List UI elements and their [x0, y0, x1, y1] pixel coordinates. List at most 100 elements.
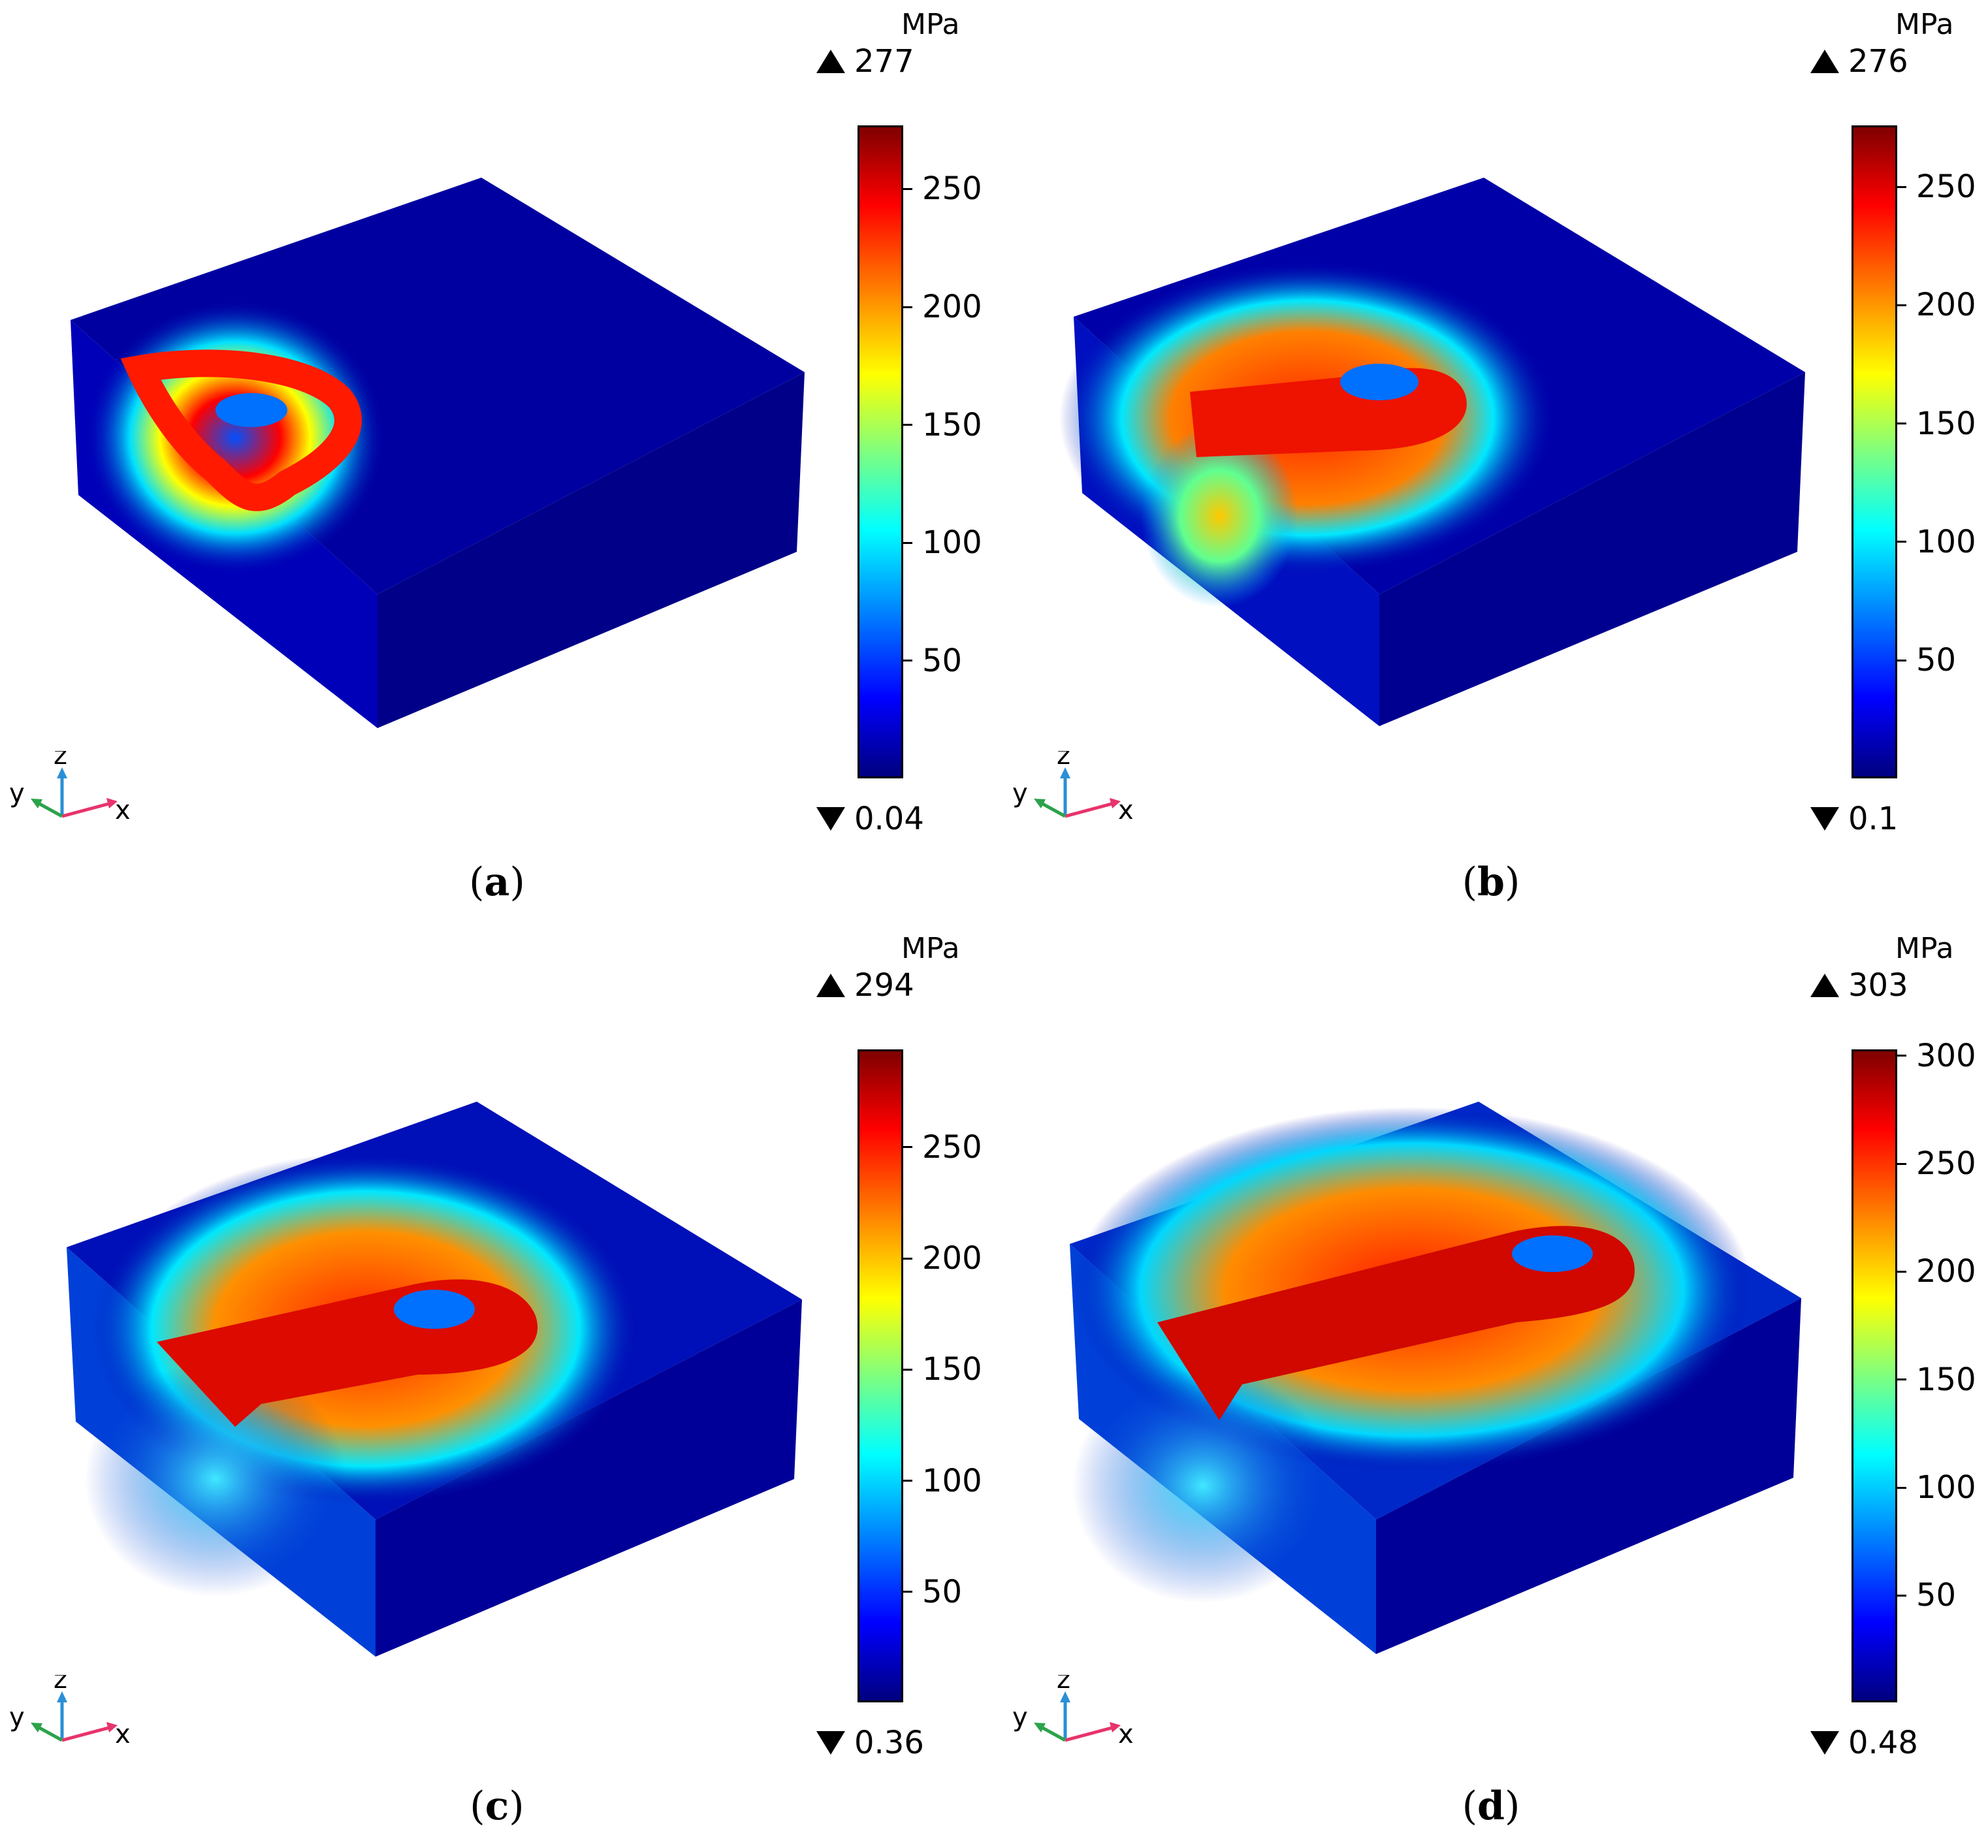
max-triangle-icon: [816, 974, 845, 997]
axis-label-y: y: [9, 1702, 25, 1732]
panel-caption: (b): [1462, 859, 1520, 905]
axis-label-z: z: [54, 1675, 67, 1695]
min-indicator: 0.48: [1810, 1725, 1918, 1761]
tick-label: 250: [1916, 168, 1976, 206]
tick-label: 150: [1916, 1361, 1976, 1398]
panel-b: MPa 276 250 200 150 100 50 0.1 z x y: [994, 0, 1988, 924]
tick-mark: [903, 306, 912, 308]
axis-triad-icon: z x y: [1012, 1675, 1134, 1749]
caption-letter: d: [1477, 1783, 1505, 1829]
stress-ring: [120, 349, 362, 511]
stress-core: [1340, 364, 1419, 400]
min-value: 0.04: [854, 801, 924, 837]
tick-label: 300: [1916, 1037, 1976, 1074]
tick-label: 200: [922, 289, 982, 326]
tick-label: 50: [1916, 642, 1957, 679]
tick-mark: [1897, 1378, 1906, 1381]
min-indicator: 0.36: [816, 1725, 924, 1761]
max-value: 277: [854, 43, 914, 80]
tick-mark: [1897, 185, 1906, 188]
block-right-face: [377, 372, 805, 728]
colorbar: [858, 1049, 903, 1702]
caption-letter: b: [1477, 859, 1505, 905]
max-value: 303: [1848, 967, 1908, 1004]
axis-label-y: y: [1012, 778, 1028, 808]
axis-label-x: x: [1118, 1719, 1134, 1749]
tick-mark: [1897, 1486, 1906, 1489]
panel-d: MPa 303 300 250 200 150 100 50 0.48 z: [994, 924, 1988, 1848]
tick-label: 200: [1916, 1253, 1976, 1290]
panel-caption: (c): [470, 1783, 524, 1829]
stress-block-3d: [71, 178, 805, 728]
max-indicator: 277: [816, 43, 914, 80]
max-triangle-icon: [1810, 50, 1839, 73]
block-top-face: [71, 178, 805, 594]
axis-label-y: y: [9, 778, 25, 808]
tick-label: 50: [1916, 1577, 1957, 1614]
tick-label: 150: [1916, 405, 1976, 442]
axis-triad-icon: z x y: [9, 1675, 131, 1749]
caption-letter: c: [485, 1783, 509, 1829]
max-value: 276: [1848, 43, 1908, 80]
max-triangle-icon: [1810, 974, 1839, 997]
min-triangle-icon: [816, 1731, 845, 1755]
unit-label: MPa: [901, 932, 960, 965]
tick-label: 200: [1916, 287, 1976, 324]
min-indicator: 0.1: [1810, 801, 1898, 837]
max-indicator: 294: [816, 967, 914, 1004]
max-indicator: 303: [1810, 967, 1908, 1004]
tick-mark: [903, 187, 912, 190]
tick-label: 50: [922, 642, 963, 679]
tick-label: 200: [922, 1240, 982, 1277]
tick-mark: [1897, 541, 1906, 543]
tick-mark: [1897, 1055, 1906, 1057]
tick-mark: [903, 1591, 912, 1593]
panel-caption: (d): [1462, 1783, 1520, 1829]
unit-label: MPa: [1895, 932, 1954, 965]
tick-label: 100: [1916, 523, 1976, 560]
tick-mark: [903, 1368, 912, 1371]
axis-triad-icon: z x y: [1012, 751, 1134, 825]
tick-mark: [903, 660, 912, 662]
tick-label: 50: [922, 1573, 963, 1610]
tick-mark: [1897, 659, 1906, 661]
min-value: 0.36: [854, 1725, 924, 1761]
axis-label-x: x: [115, 1719, 131, 1749]
tick-mark: [1897, 304, 1906, 306]
tick-mark: [903, 424, 912, 426]
min-indicator: 0.04: [816, 801, 924, 837]
colorbar: [1852, 1049, 1897, 1702]
max-value: 294: [854, 967, 914, 1004]
axis-label-y: y: [1012, 1702, 1028, 1732]
axis-label-z: z: [1057, 1675, 1070, 1695]
stress-core: [216, 393, 287, 427]
tick-label: 250: [1916, 1145, 1976, 1183]
min-value: 0.1: [1848, 801, 1899, 837]
tick-label: 150: [922, 1351, 982, 1388]
min-triangle-icon: [1810, 1731, 1839, 1755]
panel-c: MPa 294 250 200 150 100 50 0.36 z x y: [0, 924, 994, 1848]
tick-mark: [903, 1257, 912, 1260]
tick-mark: [903, 541, 912, 544]
unit-label: MPa: [901, 8, 960, 41]
max-triangle-icon: [816, 50, 845, 73]
tick-mark: [1897, 1270, 1906, 1273]
tick-mark: [1897, 1594, 1906, 1597]
axis-label-z: z: [1057, 751, 1070, 771]
tick-label: 100: [922, 1462, 982, 1499]
stress-block-3d: [1059, 178, 1805, 726]
tick-label: 100: [1916, 1469, 1976, 1506]
min-triangle-icon: [1810, 807, 1839, 831]
tick-label: 150: [922, 406, 982, 443]
max-indicator: 276: [1810, 43, 1908, 80]
stress-core: [394, 1290, 475, 1329]
stress-block-3d: [67, 1102, 802, 1657]
min-value: 0.48: [1848, 1725, 1918, 1761]
panel-a: MPa 277 250 200 150 100 50 0.04 z x y: [0, 0, 994, 924]
colorbar: [858, 125, 903, 778]
stress-track: [1157, 1226, 1635, 1420]
tick-label: 100: [922, 524, 982, 562]
min-triangle-icon: [816, 807, 845, 831]
block-right-face: [1379, 372, 1805, 726]
